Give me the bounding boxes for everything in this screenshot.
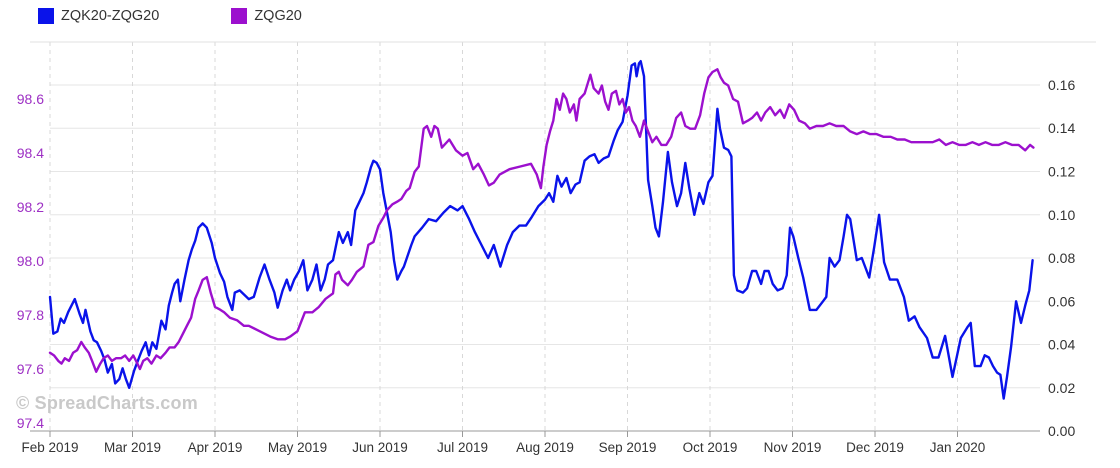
svg-text:0.10: 0.10 — [1048, 207, 1075, 223]
svg-text:Aug 2019: Aug 2019 — [516, 440, 574, 455]
svg-text:Mar 2019: Mar 2019 — [104, 440, 161, 455]
svg-text:0.12: 0.12 — [1048, 164, 1075, 180]
svg-text:0.06: 0.06 — [1048, 293, 1075, 309]
svg-text:Jan 2020: Jan 2020 — [930, 440, 986, 455]
left-axis: 97.4 97.6 97.8 98.0 98.2 98.4 98.6 — [17, 91, 44, 431]
vertical-gridlines — [49, 42, 958, 431]
svg-text:98.4: 98.4 — [17, 145, 44, 161]
svg-text:Dec 2019: Dec 2019 — [846, 440, 904, 455]
watermark: © SpreadCharts.com — [16, 393, 198, 413]
svg-text:Feb 2019: Feb 2019 — [21, 440, 78, 455]
svg-text:0.02: 0.02 — [1048, 380, 1075, 396]
series-line-zqg20 — [48, 68, 1035, 373]
legend-item-zqk20-zqg20[interactable]: ZQK20-ZQG20 — [38, 8, 159, 24]
right-axis: 0.00 0.02 0.04 0.06 0.08 0.10 0.12 0.14 0.16 — [1048, 77, 1075, 439]
legend-label: ZQG20 — [254, 8, 302, 24]
x-axis: Feb 2019 Mar 2019 Apr 2019 May 2019 Jun 2019… — [21, 440, 985, 455]
svg-text:0.04: 0.04 — [1048, 337, 1075, 353]
svg-text:0.14: 0.14 — [1048, 120, 1075, 136]
series-line-zqk20-zqg20 — [48, 60, 1034, 400]
chart-borders — [30, 41, 1096, 437]
svg-text:Oct 2019: Oct 2019 — [683, 440, 738, 455]
svg-text:0.00: 0.00 — [1048, 423, 1075, 439]
svg-text:May 2019: May 2019 — [268, 440, 327, 455]
svg-text:Sep 2019: Sep 2019 — [599, 440, 657, 455]
svg-text:Jul 2019: Jul 2019 — [437, 440, 488, 455]
svg-text:98.6: 98.6 — [17, 91, 44, 107]
svg-text:98.2: 98.2 — [17, 199, 44, 215]
svg-text:98.0: 98.0 — [17, 253, 44, 269]
legend-swatch-purple-icon — [231, 8, 248, 24]
svg-text:0.08: 0.08 — [1048, 250, 1075, 266]
legend-label: ZQK20-ZQG20 — [61, 8, 160, 24]
svg-text:Jun 2019: Jun 2019 — [352, 440, 408, 455]
legend-item-zqg20[interactable]: ZQG20 — [231, 8, 302, 24]
svg-text:Nov 2019: Nov 2019 — [764, 440, 822, 455]
svg-text:0.16: 0.16 — [1048, 77, 1075, 93]
svg-text:97.6: 97.6 — [17, 361, 44, 377]
legend-swatch-blue-icon — [38, 8, 54, 24]
svg-text:97.4: 97.4 — [17, 415, 44, 431]
svg-text:Apr 2019: Apr 2019 — [188, 440, 243, 455]
svg-text:97.8: 97.8 — [17, 307, 44, 323]
chart-legend: ZQK20-ZQG20 ZQG20 — [38, 8, 374, 24]
